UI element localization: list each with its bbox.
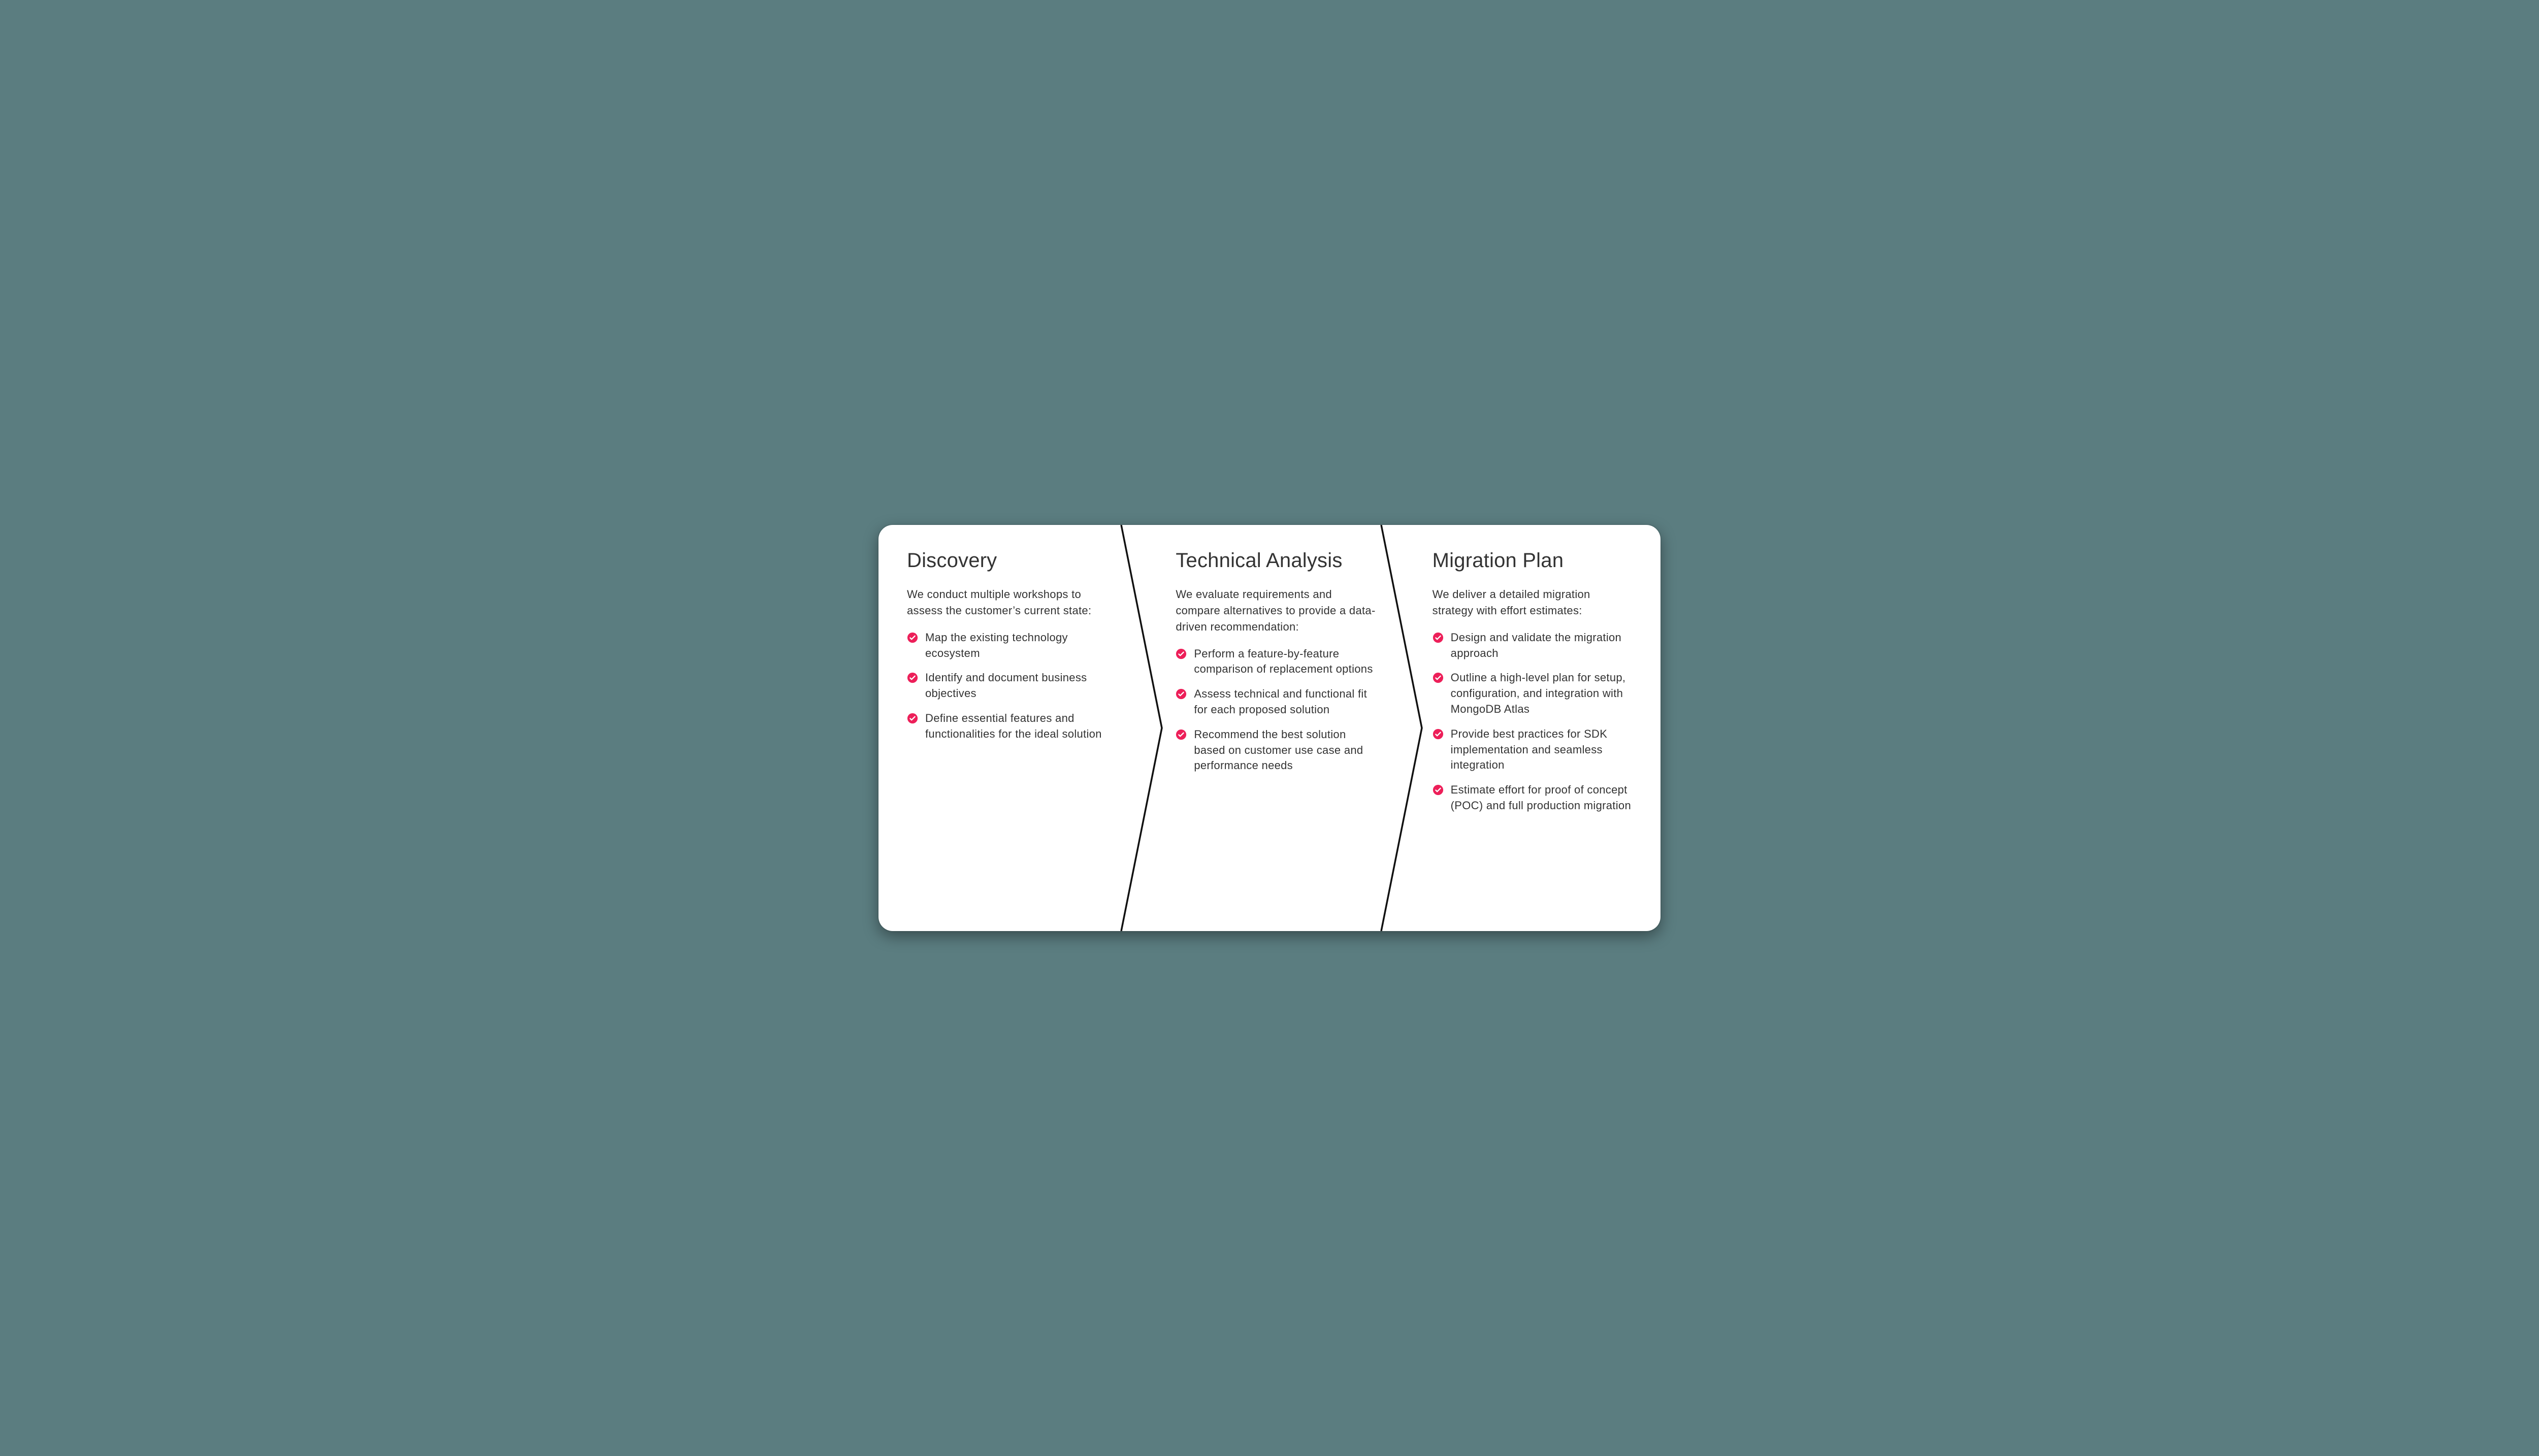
list-item: Estimate effort for proof of concept (PO… xyxy=(1433,782,1632,814)
check-icon xyxy=(1433,729,1444,740)
check-icon xyxy=(1176,729,1187,740)
check-icon xyxy=(907,632,918,643)
item-text: Identify and document business objective… xyxy=(925,670,1106,702)
column-technical-analysis: Technical Analysis We evaluate requireme… xyxy=(1135,525,1395,931)
list-item: Design and validate the migration approa… xyxy=(1433,630,1632,661)
checklist: Design and validate the migration approa… xyxy=(1433,630,1632,823)
column-intro: We conduct multiple workshops to assess … xyxy=(907,586,1106,619)
item-text: Assess technical and functional fit for … xyxy=(1194,686,1375,718)
column-discovery: Discovery We conduct multiple workshops … xyxy=(878,525,1135,931)
list-item: Outline a high-level plan for setup, con… xyxy=(1433,670,1632,717)
check-icon xyxy=(1433,632,1444,643)
list-item: Provide best practices for SDK implement… xyxy=(1433,726,1632,773)
check-icon xyxy=(1433,672,1444,683)
check-icon xyxy=(907,672,918,683)
column-intro: We deliver a detailed migration strategy… xyxy=(1433,586,1632,619)
process-card: Discovery We conduct multiple workshops … xyxy=(878,525,1661,931)
column-title: Discovery xyxy=(907,549,1106,572)
item-text: Perform a feature-by-feature comparison … xyxy=(1194,646,1375,678)
list-item: Assess technical and functional fit for … xyxy=(1176,686,1375,718)
check-icon xyxy=(1176,648,1187,659)
item-text: Estimate effort for proof of concept (PO… xyxy=(1451,782,1632,814)
checklist: Perform a feature-by-feature comparison … xyxy=(1176,646,1375,783)
list-item: Identify and document business objective… xyxy=(907,670,1106,702)
list-item: Map the existing technology ecosystem xyxy=(907,630,1106,661)
item-text: Provide best practices for SDK implement… xyxy=(1451,726,1632,773)
column-migration-plan: Migration Plan We deliver a detailed mig… xyxy=(1396,525,1661,931)
item-text: Map the existing technology ecosystem xyxy=(925,630,1106,661)
list-item: Define essential features and functional… xyxy=(907,711,1106,742)
item-text: Design and validate the migration approa… xyxy=(1451,630,1632,661)
item-text: Recommend the best solution based on cus… xyxy=(1194,727,1375,774)
checklist: Map the existing technology ecosystem Id… xyxy=(907,630,1106,751)
check-icon xyxy=(1433,784,1444,796)
list-item: Perform a feature-by-feature comparison … xyxy=(1176,646,1375,678)
check-icon xyxy=(907,713,918,724)
item-text: Outline a high-level plan for setup, con… xyxy=(1451,670,1632,717)
list-item: Recommend the best solution based on cus… xyxy=(1176,727,1375,774)
column-title: Migration Plan xyxy=(1433,549,1632,572)
column-intro: We evaluate requirements and compare alt… xyxy=(1176,586,1375,635)
columns-container: Discovery We conduct multiple workshops … xyxy=(878,525,1661,931)
column-title: Technical Analysis xyxy=(1176,549,1375,572)
check-icon xyxy=(1176,688,1187,700)
item-text: Define essential features and functional… xyxy=(925,711,1106,742)
